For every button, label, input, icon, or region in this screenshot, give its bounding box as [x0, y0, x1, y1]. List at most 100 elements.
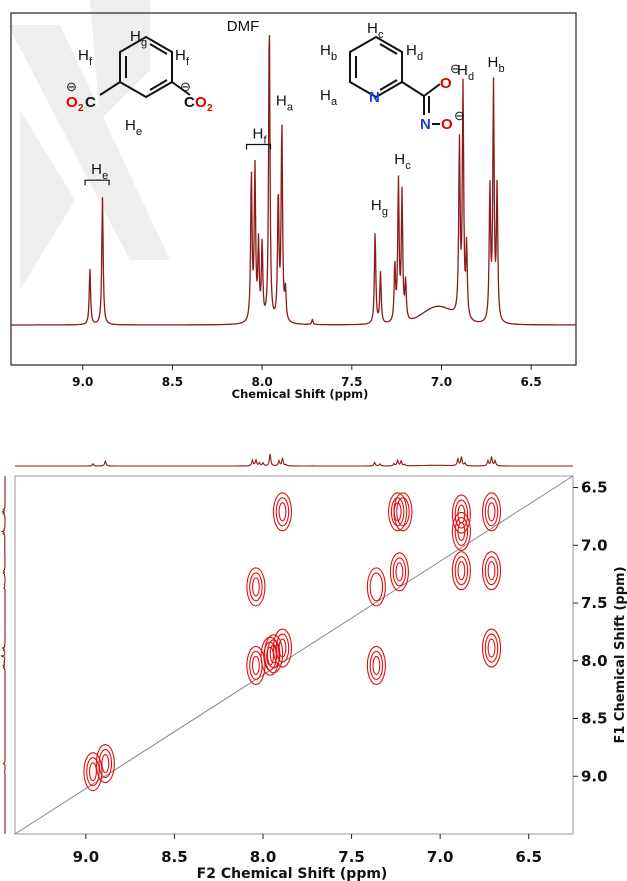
contour-ring [481, 492, 502, 532]
pic-o-top: O [440, 75, 452, 92]
contour-ring [454, 556, 469, 586]
contour-ring [451, 494, 471, 534]
contour-ring [246, 567, 266, 607]
peak-label-sub: f [264, 135, 268, 147]
contour-ring [396, 497, 410, 527]
isophthalate-structure: H g H f H f H e O 2 C ⊖ C O 2 ⊖ [66, 28, 213, 138]
contour-ring [369, 572, 384, 602]
contour-ring [95, 744, 115, 784]
top-tick-label: 7.0 [431, 375, 452, 389]
contour-ring [251, 577, 260, 597]
iso-hg: H [130, 28, 141, 45]
cosy-x-tick-label: 9.0 [73, 848, 100, 866]
contour-ring [366, 567, 386, 607]
peak-label-sub: e [102, 170, 108, 182]
spectrum-trace [11, 34, 576, 326]
cosy-x-tick-label: 7.5 [338, 848, 365, 866]
peak-label-h: H [371, 197, 382, 214]
cross-peak [451, 511, 471, 551]
contour-ring [484, 556, 499, 586]
peak-bracket [84, 179, 110, 186]
contour-ring [88, 762, 97, 782]
picolinohydroxamate-structure: H c H b H d H a N N O ⊖ O ⊖ [320, 20, 465, 133]
contour-ring [369, 650, 384, 680]
contour-ring [275, 633, 290, 663]
proton-spectrum: 9.0 8.5 8.0 7.5 7.0 6.5 Chemical Shift (ppm) … [10, 12, 577, 401]
pic-ha-sub: a [331, 96, 338, 108]
cross-peak [451, 551, 471, 591]
contour-ring [101, 754, 110, 774]
iso-c-left: C [85, 94, 96, 111]
top-tick-label: 7.5 [341, 375, 362, 389]
contour-ring [451, 551, 471, 591]
peak-label-h: H [253, 126, 264, 143]
contour-ring [98, 749, 113, 779]
spectrum-frame [10, 12, 577, 366]
peak-label-sub: d [468, 71, 474, 83]
contour-ring [272, 492, 293, 532]
cross-peak [393, 492, 413, 532]
pic-hb-sub: b [331, 51, 337, 63]
cross-peak [481, 492, 502, 532]
contour-ring [272, 628, 293, 668]
pic-o-bottom: O [441, 116, 453, 133]
contour-ring [83, 752, 103, 792]
cosy-y-tick-label: 7.5 [581, 594, 608, 612]
contour-ring [487, 561, 496, 581]
contour-ring [390, 497, 405, 527]
iso-he-sub: e [136, 126, 142, 138]
cosy-y-ticks: 6.5 7.0 7.5 8.0 8.5 9.0 [573, 479, 608, 785]
pic-oxime-n: N [420, 116, 431, 133]
cosy-x-tick-label: 6.5 [515, 848, 542, 866]
cross-peak [366, 567, 386, 607]
contour-ring [264, 634, 284, 674]
top-tick-label: 6.5 [521, 375, 542, 389]
cross-peak [481, 551, 502, 591]
contour-ring [481, 628, 502, 668]
cosy-y-tick-label: 8.0 [581, 652, 608, 670]
top-x-axis-label: Chemical Shift (ppm) [232, 387, 369, 401]
peak-label-h: H [276, 92, 287, 109]
top-tick-label: 8.0 [251, 375, 272, 389]
pic-ha: H [320, 87, 331, 104]
iso-c-right: C [184, 94, 195, 111]
pic-hc: H [367, 20, 378, 37]
contour-ring [251, 655, 260, 675]
cross-peak [366, 645, 386, 685]
contour-ring [457, 561, 466, 581]
contour-ring [457, 504, 466, 524]
contour-ring [372, 655, 381, 675]
top-x-ticks: 9.0 8.5 8.0 7.5 7.0 6.5 [72, 365, 542, 389]
cross-peak [481, 628, 502, 668]
pic-hd-sub: d [417, 51, 423, 63]
cross-peak [272, 628, 293, 668]
solvent-label: DMF [227, 18, 260, 35]
contour-ring [487, 502, 496, 522]
contour-ring [484, 497, 499, 527]
pic-ring-n: N [369, 89, 380, 106]
peak-bracket [245, 143, 272, 150]
contour-ring [278, 502, 287, 522]
pic-hb: H [320, 42, 331, 59]
contour-ring [392, 557, 407, 587]
pic-charge-bottom: ⊖ [454, 108, 465, 123]
iso-he: H [125, 117, 136, 134]
contour-ring [388, 492, 408, 532]
cross-peak [95, 744, 115, 784]
contour-ring [260, 636, 280, 676]
cosy-y-tick-label: 7.0 [581, 536, 608, 554]
cross-peaks [83, 492, 502, 792]
peak-label-h: H [457, 62, 468, 79]
contour-ring [454, 516, 469, 546]
peak-label-sub: g [382, 206, 388, 218]
contour-ring [86, 757, 100, 787]
contour-ring [393, 492, 413, 532]
cosy-spectrum: 9.0 8.5 8.0 7.5 7.0 6.5 6.5 7.0 7.5 8.0 8.5 9.0 F2… [0, 453, 627, 881]
peak-label-h: H [487, 54, 498, 71]
